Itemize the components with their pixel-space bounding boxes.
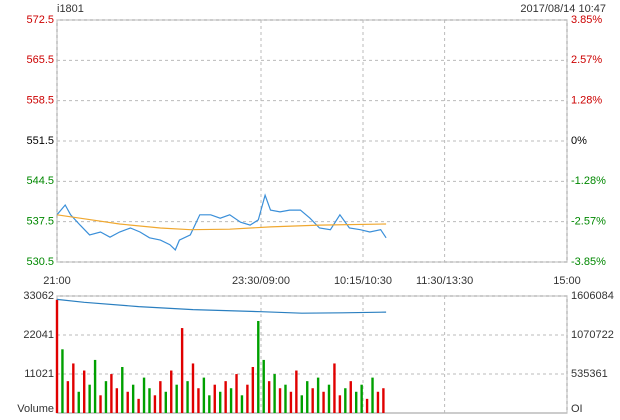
series-line: [56, 298, 387, 314]
x-tick-label: 10:15/10:30: [334, 275, 392, 287]
x-tick-label: 11:30/13:30: [416, 275, 473, 287]
volume-bar: [137, 398, 140, 413]
volume-bar: [186, 381, 189, 413]
series-line: [56, 193, 387, 251]
volume-bar: [289, 391, 293, 413]
y-tick-label: 530.5: [26, 256, 54, 268]
x-tick-label: 15:00: [553, 275, 581, 287]
y2-axis-label: OI: [571, 403, 583, 415]
y-tick-label: 33062: [23, 290, 54, 302]
volume-bar: [349, 381, 352, 413]
volume-bar: [360, 384, 363, 413]
y-tick-label: 537.5: [26, 216, 54, 228]
volume-bar: [88, 384, 91, 413]
volume-bar: [316, 377, 320, 413]
volume-bar: [311, 388, 314, 413]
y2-tick-label: 1070722: [571, 329, 614, 341]
volume-bar: [322, 391, 325, 413]
y2-tick-label: -1.28%: [571, 175, 606, 187]
volume-bar: [327, 384, 331, 413]
volume-bar: [213, 384, 216, 413]
y-tick-label: 558.5: [26, 95, 54, 107]
y-axis-label: Volume: [17, 403, 54, 415]
y-tick-label: 572.5: [26, 14, 54, 26]
volume-bar: [229, 388, 233, 413]
volume-bar: [295, 370, 298, 413]
y2-tick-label: 2.57%: [571, 54, 602, 66]
volume-bar: [115, 388, 119, 413]
volume-bar: [72, 363, 75, 413]
volume-bar: [164, 391, 167, 413]
volume-bar: [180, 328, 184, 413]
chart-subtitle: 2017/08/14 10:47: [520, 3, 606, 15]
volume-bar: [257, 320, 260, 413]
volume-bar: [382, 388, 385, 413]
volume-bar: [246, 384, 249, 413]
volume-bar: [148, 388, 151, 413]
y2-tick-label: 0%: [571, 135, 587, 147]
volume-bar: [131, 384, 135, 413]
volume-bar: [170, 370, 173, 413]
volume-bar: [376, 391, 380, 413]
volume-bar: [338, 395, 342, 413]
volume-bar: [77, 391, 80, 413]
volume-bar: [284, 384, 287, 413]
y2-tick-label: -2.57%: [571, 216, 606, 228]
volume-bar: [142, 377, 146, 413]
y2-tick-label: 535361: [571, 368, 608, 380]
series-line: [56, 214, 387, 231]
volume-bar: [159, 381, 162, 413]
y2-tick-label: 1.28%: [571, 95, 602, 107]
volume-bar: [219, 391, 222, 413]
volume-bar: [224, 381, 227, 413]
y-tick-label: 544.5: [26, 175, 54, 187]
x-tick-label: 23:30/09:00: [232, 275, 290, 287]
y2-tick-label: -3.85%: [571, 256, 606, 268]
volume-bar: [121, 366, 124, 413]
volume-bar: [191, 363, 195, 413]
y-tick-label: 565.5: [26, 54, 54, 66]
volume-bar: [61, 349, 64, 413]
volume-bar: [267, 381, 271, 413]
volume-bar: [273, 374, 276, 413]
volume-bar: [235, 374, 238, 413]
volume-bar: [365, 398, 369, 413]
volume-bar: [197, 388, 200, 413]
volume-bar: [300, 395, 303, 413]
volume-bar: [251, 366, 255, 413]
volume-bar: [371, 377, 374, 413]
volume-bar: [306, 381, 309, 413]
volume-bar: [208, 395, 211, 413]
y2-tick-label: 3.85%: [571, 14, 602, 26]
y-tick-label: 551.5: [26, 135, 54, 147]
volume-bar: [83, 370, 86, 413]
volume-bar: [333, 363, 336, 413]
volume-bar: [344, 388, 347, 413]
volume-bar: [175, 384, 178, 413]
volume-bar: [278, 388, 282, 413]
volume-bar: [240, 395, 244, 413]
volume-bar: [55, 299, 59, 413]
volume-bar: [126, 391, 129, 413]
y-tick-label: 11021: [24, 368, 54, 380]
volume-bar: [262, 359, 265, 413]
volume-bar: [202, 377, 206, 413]
volume-bar: [355, 391, 358, 413]
x-tick-label: 21:00: [43, 275, 71, 287]
volume-bar: [104, 381, 108, 413]
y-tick-label: 22041: [23, 329, 54, 341]
volume-bar: [93, 359, 97, 413]
volume-bar: [66, 381, 70, 413]
chart-title: i1801: [57, 3, 84, 15]
volume-bar: [110, 374, 113, 413]
volume-bar: [153, 395, 157, 413]
volume-bar: [99, 395, 102, 413]
y2-tick-label: 1606084: [571, 290, 614, 302]
